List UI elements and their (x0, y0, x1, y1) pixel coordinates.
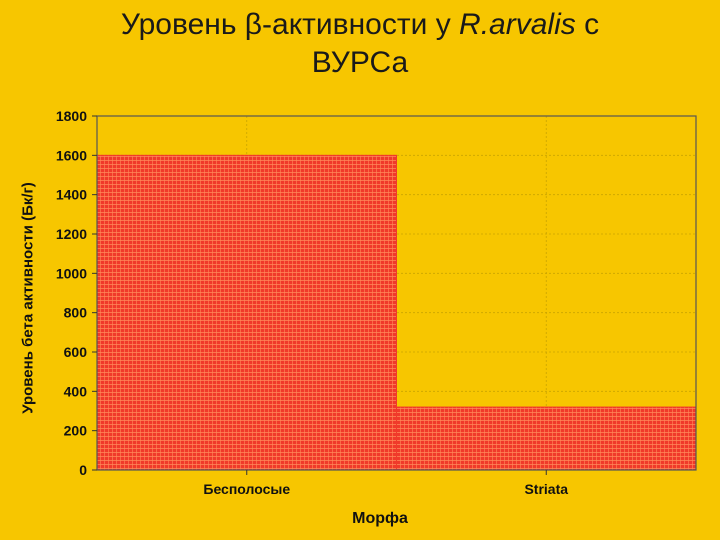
x-axis-title: Морфа (352, 510, 408, 527)
chart-title-part1: Уровень β-активности у (120, 8, 460, 41)
y-tick-label: 1400 (56, 187, 87, 203)
x-tick-label: Бесполосые (203, 481, 290, 497)
y-tick-label: 400 (64, 383, 88, 399)
bar-2 (396, 406, 697, 471)
bar-1 (96, 154, 397, 471)
plot-frame (96, 115, 697, 471)
y-tick-label: 1000 (56, 265, 87, 281)
y-tick-label: 200 (64, 423, 88, 439)
chart-title: Уровень β-активности у R.arvalis с ВУРСа (0, 6, 720, 82)
y-tick-label: 1800 (56, 108, 87, 124)
y-tick-label: 800 (64, 305, 88, 321)
y-tick-label: 1600 (56, 147, 87, 163)
y-tick-label: 1200 (56, 226, 87, 242)
y-tick-label: 600 (64, 344, 88, 360)
y-tick-label: 0 (79, 462, 87, 478)
chart-title-species: R.arvalis (459, 8, 576, 41)
x-tick-label: Striata (524, 481, 568, 497)
chart-title-line2: ВУРСа (311, 46, 409, 79)
chart-title-part2: с (575, 8, 600, 41)
y-axis-title: Уровень бета активности (Бк/г) (19, 182, 37, 414)
